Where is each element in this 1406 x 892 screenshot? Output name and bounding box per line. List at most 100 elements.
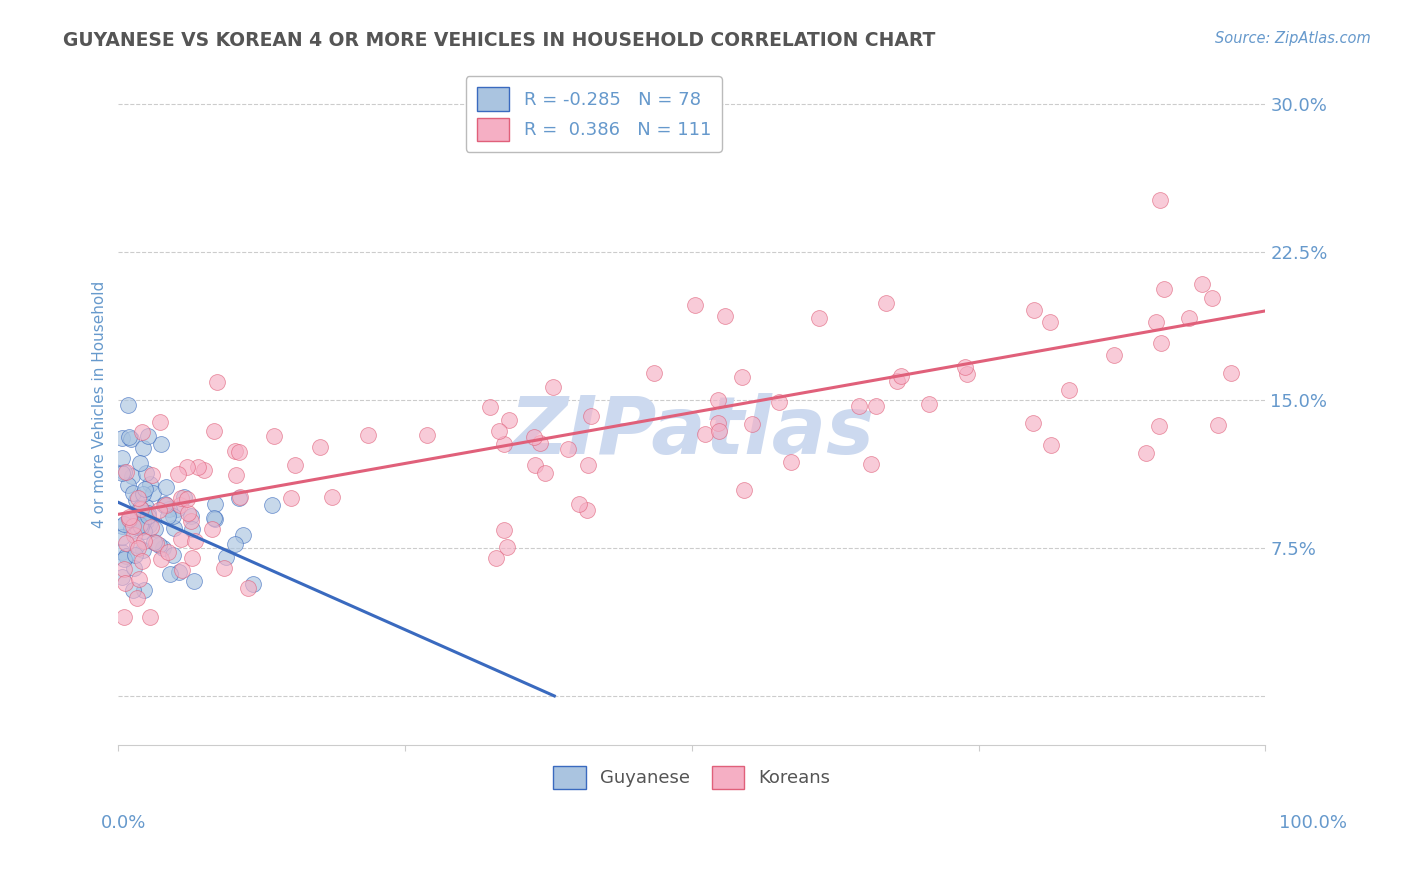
Point: [707, 392, 730, 407]
Point: [142, 486, 165, 500]
Point: [134, 524, 156, 538]
Point: [111, 451, 134, 466]
Point: [308, 440, 330, 454]
Point: [127, 515, 149, 529]
Point: [122, 486, 145, 500]
Point: [1206, 417, 1229, 432]
Point: [1135, 446, 1157, 460]
Point: [118, 512, 141, 526]
Point: [204, 512, 226, 526]
Point: [135, 514, 157, 528]
Point: [357, 428, 380, 442]
Point: [115, 549, 138, 563]
Point: [1039, 315, 1062, 329]
Point: [132, 582, 155, 597]
Point: [201, 522, 224, 536]
Point: [111, 466, 134, 480]
Point: [232, 528, 254, 542]
Point: [1149, 193, 1171, 207]
Point: [1102, 348, 1125, 362]
Text: Source: ZipAtlas.com: Source: ZipAtlas.com: [1215, 31, 1371, 46]
Point: [918, 397, 941, 411]
Point: [498, 412, 520, 426]
Point: [860, 457, 883, 471]
Point: [202, 511, 225, 525]
Point: [228, 491, 250, 505]
Point: [136, 508, 159, 523]
Point: [156, 545, 179, 559]
Point: [780, 455, 803, 469]
Point: [415, 428, 437, 442]
Point: [280, 491, 302, 505]
Text: 0.0%: 0.0%: [101, 814, 146, 831]
Point: [125, 492, 148, 507]
Point: [224, 536, 246, 550]
Point: [124, 548, 146, 562]
Point: [557, 442, 579, 457]
Point: [139, 477, 162, 491]
Point: [236, 581, 259, 595]
Point: [162, 508, 184, 523]
Point: [114, 576, 136, 591]
Point: [541, 380, 564, 394]
Point: [129, 518, 152, 533]
Point: [141, 520, 163, 534]
Point: [709, 424, 731, 438]
Point: [202, 424, 225, 438]
Point: [731, 370, 754, 384]
Point: [152, 541, 174, 556]
Point: [167, 467, 190, 481]
Point: [1201, 292, 1223, 306]
Point: [138, 518, 160, 533]
Point: [479, 400, 502, 414]
Point: [204, 498, 226, 512]
Point: [118, 512, 141, 526]
Point: [492, 523, 515, 537]
Point: [163, 521, 186, 535]
Point: [136, 429, 159, 443]
Point: [224, 443, 246, 458]
Point: [1059, 383, 1081, 397]
Point: [890, 368, 912, 383]
Point: [127, 508, 149, 523]
Point: [1022, 416, 1045, 430]
Point: [131, 554, 153, 568]
Point: [181, 522, 204, 536]
Point: [125, 591, 148, 605]
Point: [488, 424, 510, 438]
Point: [120, 432, 142, 446]
Point: [124, 528, 146, 542]
Point: [159, 502, 181, 516]
Point: [139, 610, 162, 624]
Point: [181, 550, 204, 565]
Point: [111, 545, 134, 559]
Point: [125, 520, 148, 534]
Point: [150, 437, 173, 451]
Point: [956, 367, 979, 381]
Point: [115, 466, 138, 480]
Point: [496, 540, 519, 554]
Point: [129, 500, 152, 515]
Point: [714, 309, 737, 323]
Point: [260, 498, 283, 512]
Point: [568, 498, 591, 512]
Point: [643, 366, 665, 380]
Point: [125, 537, 148, 551]
Point: [118, 430, 141, 444]
Point: [581, 409, 603, 424]
Point: [166, 501, 188, 516]
Point: [187, 459, 209, 474]
Point: [132, 534, 155, 549]
Point: [143, 522, 166, 536]
Point: [875, 295, 897, 310]
Point: [157, 508, 180, 523]
Point: [131, 441, 153, 455]
Point: [169, 499, 191, 513]
Point: [122, 561, 145, 575]
Point: [1144, 315, 1167, 329]
Point: [193, 463, 215, 477]
Point: [172, 563, 194, 577]
Point: [1147, 419, 1170, 434]
Point: [184, 533, 207, 548]
Point: [534, 467, 557, 481]
